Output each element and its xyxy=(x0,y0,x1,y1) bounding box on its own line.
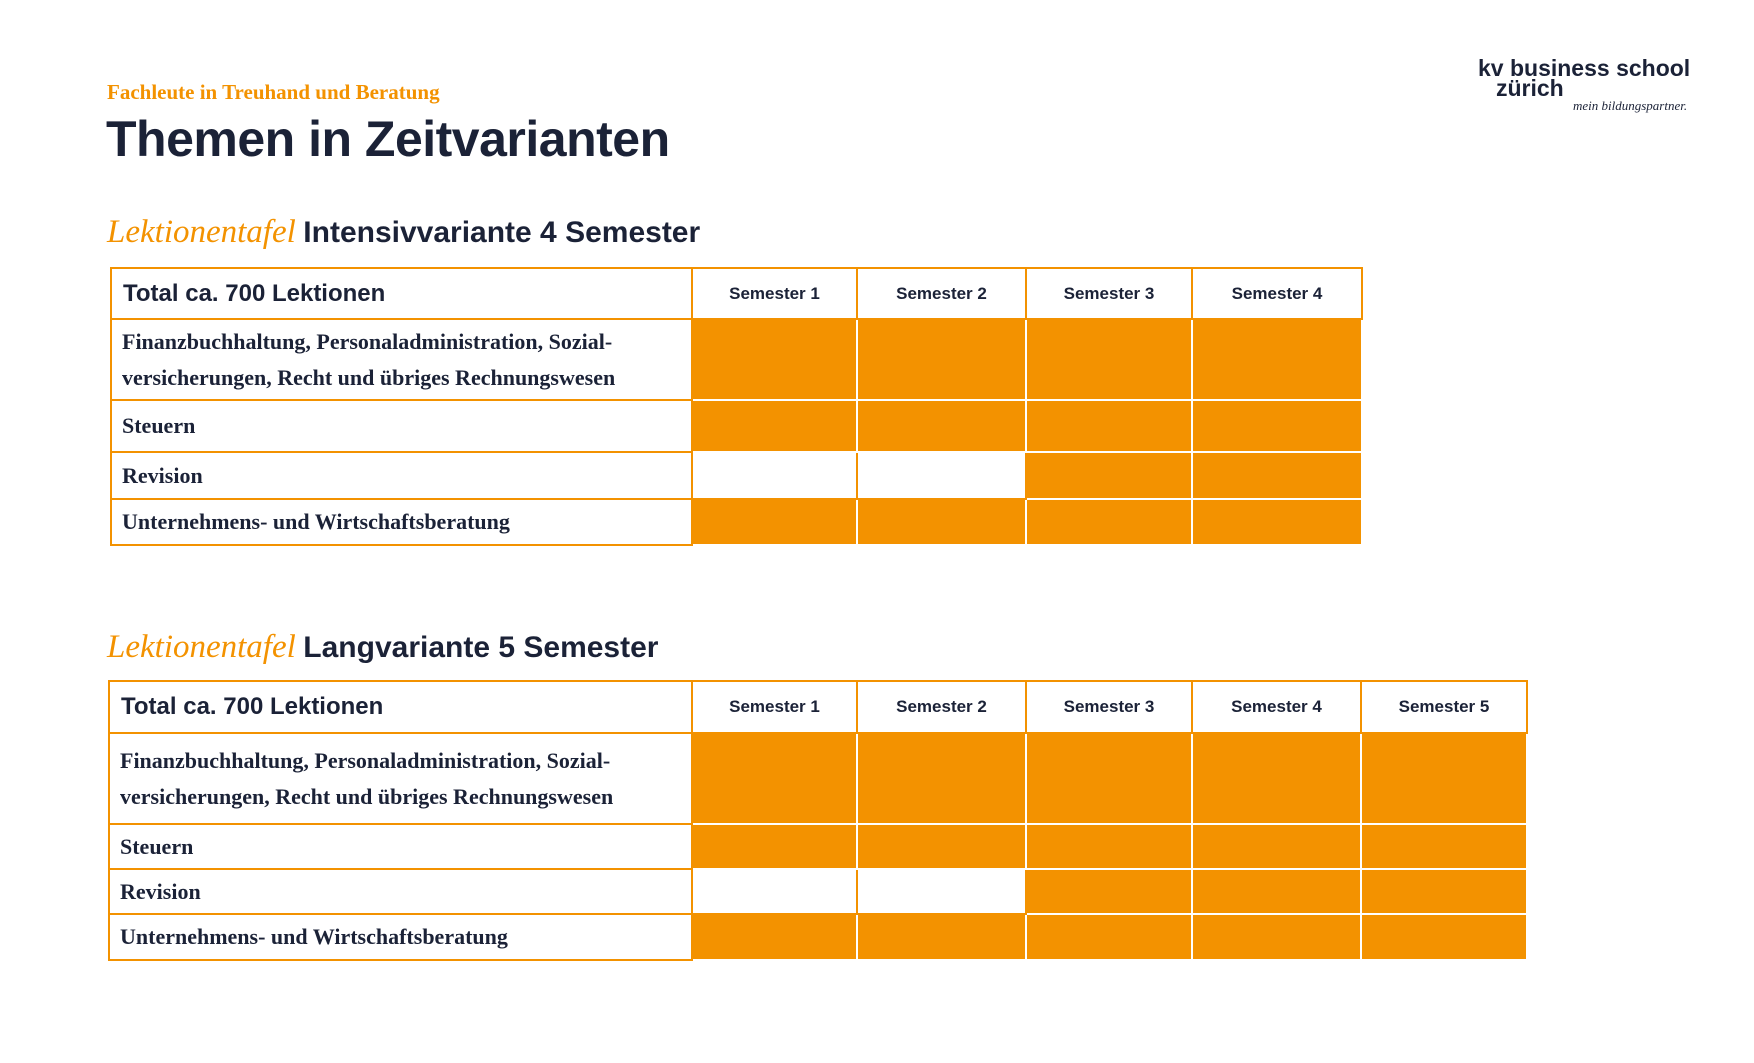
semester-cell-active xyxy=(1191,318,1363,401)
schedule-table-lang: Total ca. 700 Lektionen Semester 1 Semeste… xyxy=(108,680,1528,961)
semester-cell-active xyxy=(1191,451,1363,500)
semester-cell-active xyxy=(1191,823,1362,870)
semester-cell-active xyxy=(1025,399,1193,453)
table-row: Unternehmens- und Wirtschaftsberatung xyxy=(110,498,1363,546)
semester-cell-active xyxy=(856,823,1027,870)
semester-cell-active xyxy=(1025,498,1193,546)
topic-cell: Steuern xyxy=(110,399,693,453)
semester-cell-active xyxy=(691,399,858,453)
semester-cell-active xyxy=(856,732,1027,825)
heading-prefix: Lektionentafel xyxy=(107,214,296,250)
semester-header: Semester 3 xyxy=(1025,680,1193,734)
semester-cell-active xyxy=(1025,318,1193,401)
topic-cell: Steuern xyxy=(108,823,693,870)
topic-cell: Revision xyxy=(108,868,693,915)
table-row: Unternehmens- und Wirtschaftsberatung xyxy=(108,913,1528,961)
heading-text: Langvariante 5 Semester xyxy=(303,631,659,664)
table-heading-intensiv: Lektionentafel Intensivvariante 4 Semest… xyxy=(107,214,700,251)
table-row: Revision xyxy=(108,868,1528,915)
semester-cell-active xyxy=(1025,823,1193,870)
table-row: Revision xyxy=(110,451,1363,500)
topic-cell: Finanzbuchhaltung, Personaladministratio… xyxy=(110,318,693,401)
semester-cell-active xyxy=(1360,913,1528,961)
kicker: Fachleute in Treuhand und Beratung xyxy=(107,80,440,104)
topic-cell: Unternehmens- und Wirtschaftsberatung xyxy=(108,913,693,961)
semester-cell-active xyxy=(856,318,1027,401)
semester-cell-inactive xyxy=(856,451,1027,500)
semester-cell-active xyxy=(691,318,858,401)
semester-cell-active xyxy=(1191,498,1363,546)
semester-cell-active xyxy=(1025,868,1193,915)
semester-header: Semester 4 xyxy=(1191,680,1362,734)
semester-cell-active xyxy=(691,913,858,961)
logo-tagline: mein bildungspartner. xyxy=(1573,98,1688,113)
heading-text: Intensivvariante 4 Semester xyxy=(303,216,701,249)
table-row: Finanzbuchhaltung, Personaladministratio… xyxy=(108,732,1528,825)
topic-cell: Unternehmens- und Wirtschaftsberatung xyxy=(110,498,693,546)
semester-header: Semester 1 xyxy=(691,680,858,734)
semester-cell-active xyxy=(1025,732,1193,825)
topic-cell: Revision xyxy=(110,451,693,500)
semester-cell-active xyxy=(1025,913,1193,961)
semester-cell-inactive xyxy=(691,868,858,915)
semester-cell-inactive xyxy=(691,451,858,500)
semester-cell-active xyxy=(691,498,858,546)
semester-cell-active xyxy=(1191,399,1363,453)
semester-header: Semester 2 xyxy=(856,680,1027,734)
logo-line2: zürich xyxy=(1496,75,1564,101)
semester-cell-active xyxy=(691,823,858,870)
semester-cell-active xyxy=(1191,913,1362,961)
semester-header: Semester 5 xyxy=(1360,680,1528,734)
page-title: Themen in Zeitvarianten xyxy=(106,111,670,167)
logo: kv business school zürich mein bildungsp… xyxy=(1478,55,1708,115)
semester-header: Semester 3 xyxy=(1025,267,1193,320)
table-row: Steuern xyxy=(110,399,1363,453)
semester-cell-active xyxy=(856,913,1027,961)
semester-header: Semester 1 xyxy=(691,267,858,320)
semester-cell-active xyxy=(856,498,1027,546)
topic-cell: Finanzbuchhaltung, Personaladministratio… xyxy=(108,732,693,825)
semester-header: Semester 2 xyxy=(856,267,1027,320)
table-heading-lang: Lektionentafel Langvariante 5 Semester xyxy=(107,629,658,666)
heading-prefix: Lektionentafel xyxy=(107,629,296,665)
semester-cell-active xyxy=(1360,823,1528,870)
table-row: Finanzbuchhaltung, Personaladministratio… xyxy=(110,318,1363,401)
logo-line1: kv business school xyxy=(1478,55,1691,81)
semester-cell-active xyxy=(1191,732,1362,825)
semester-cell-active xyxy=(856,399,1027,453)
semester-cell-active xyxy=(691,732,858,825)
semester-cell-active xyxy=(1025,451,1193,500)
semester-cell-active xyxy=(1360,732,1528,825)
semester-cell-inactive xyxy=(856,868,1027,915)
schedule-table-intensiv: Total ca. 700 Lektionen Semester 1 Semeste… xyxy=(110,267,1363,546)
header-row: Total ca. 700 Lektionen Semester 1 Semeste… xyxy=(110,267,1363,320)
semester-cell-active xyxy=(1360,868,1528,915)
total-lessons: Total ca. 700 Lektionen xyxy=(110,267,693,320)
total-lessons: Total ca. 700 Lektionen xyxy=(108,680,693,734)
header-row: Total ca. 700 Lektionen Semester 1 Semeste… xyxy=(108,680,1528,734)
table-row: Steuern xyxy=(108,823,1528,870)
semester-header: Semester 4 xyxy=(1191,267,1363,320)
semester-cell-active xyxy=(1191,868,1362,915)
